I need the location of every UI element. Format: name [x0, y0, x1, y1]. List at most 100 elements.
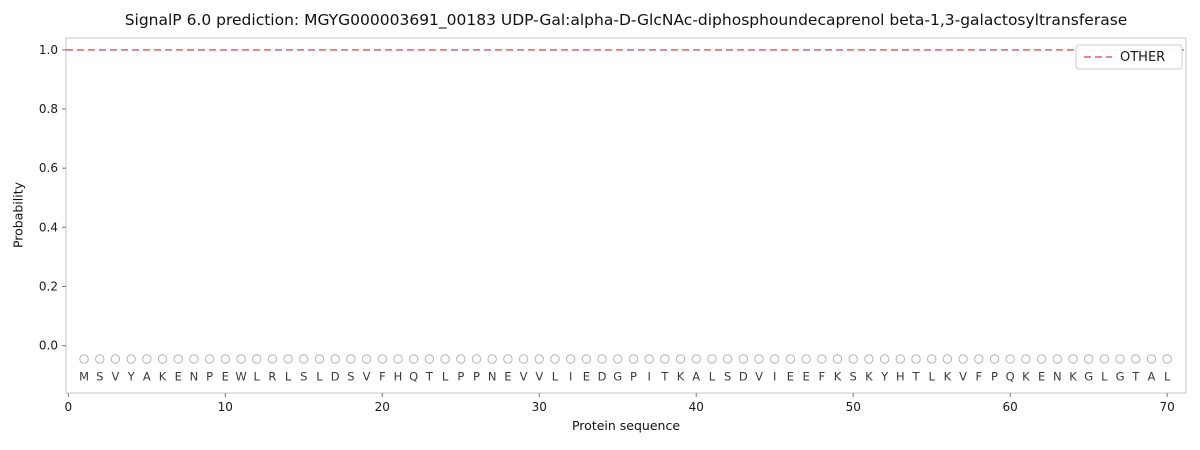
- residue-marker: [189, 354, 199, 364]
- residue-marker: [283, 354, 293, 364]
- residue-letter: A: [143, 370, 151, 384]
- residue-letter: P: [630, 370, 637, 384]
- residue-marker: [393, 354, 403, 364]
- residue-letter: L: [1101, 370, 1108, 384]
- residue-marker: [738, 354, 749, 364]
- residue-marker: [173, 354, 183, 364]
- residue-letter: E: [583, 370, 590, 384]
- residue-marker: [503, 354, 513, 364]
- residue-letter: K: [677, 370, 685, 384]
- x-tick-label: 40: [689, 400, 704, 414]
- residue-letter: K: [944, 370, 952, 384]
- x-tick-label: 20: [375, 400, 390, 414]
- residue-marker: [911, 354, 921, 364]
- residue-letter: L: [709, 370, 716, 384]
- residue-marker: [361, 354, 372, 364]
- residue-letter: N: [190, 370, 199, 384]
- residue-marker: [267, 354, 278, 364]
- residue-letter: L: [316, 370, 323, 384]
- residue-letter: L: [928, 370, 935, 384]
- residue-marker: [236, 354, 246, 364]
- residue-letter: S: [347, 370, 354, 384]
- legend-label: OTHER: [1120, 50, 1165, 65]
- residue-marker: [330, 354, 340, 364]
- residue-marker: [157, 354, 168, 364]
- residue-letter: E: [802, 370, 809, 384]
- y-tick-label: 0.6: [39, 161, 58, 175]
- y-tick-label: 0.0: [39, 339, 58, 353]
- residue-letter: E: [222, 370, 229, 384]
- residue-marker: [613, 354, 623, 364]
- residue-letter: V: [535, 370, 543, 384]
- residue-marker: [597, 354, 607, 364]
- residue-marker: [424, 354, 435, 364]
- residue-letter: I: [773, 370, 776, 384]
- residue-letter: S: [850, 370, 857, 384]
- residue-marker: [817, 354, 827, 364]
- residue-letter: K: [1022, 370, 1030, 384]
- residue-letter: L: [1164, 370, 1171, 384]
- residue-letter: V: [755, 370, 763, 384]
- residue-marker: [832, 354, 843, 364]
- residue-letter: E: [787, 370, 794, 384]
- residue-marker: [1083, 354, 1094, 364]
- residue-letter: P: [473, 370, 480, 384]
- residue-letter: V: [363, 370, 371, 384]
- residue-letter: K: [159, 370, 167, 384]
- residue-marker: [770, 354, 780, 364]
- residue-letter: M: [79, 370, 89, 384]
- y-tick-label: 0.8: [39, 102, 58, 116]
- residue-marker: [1005, 354, 1015, 364]
- residue-marker: [440, 354, 450, 364]
- residue-letter: S: [96, 370, 103, 384]
- residue-marker: [142, 354, 152, 364]
- residue-letter: N: [1053, 370, 1062, 384]
- residue-marker: [675, 354, 686, 364]
- residue-letter: N: [488, 370, 497, 384]
- residue-marker: [252, 354, 262, 364]
- residue-marker: [346, 354, 356, 364]
- residue-letter: E: [1038, 370, 1045, 384]
- x-tick-label: 60: [1003, 400, 1018, 414]
- residue-marker: [1162, 354, 1172, 364]
- residue-marker: [942, 354, 953, 364]
- residue-marker: [95, 354, 105, 364]
- residue-letter: S: [724, 370, 731, 384]
- residue-letter: H: [896, 370, 905, 384]
- residue-marker: [1052, 354, 1062, 364]
- residue-marker: [1068, 354, 1078, 364]
- residue-letter: H: [394, 370, 403, 384]
- residue-letter: R: [268, 370, 276, 384]
- residue-letter: K: [865, 370, 873, 384]
- residue-letter: Y: [880, 370, 889, 384]
- residue-letter: K: [1069, 370, 1077, 384]
- residue-letter: W: [235, 370, 246, 384]
- x-tick-label: 0: [65, 400, 73, 414]
- x-tick-label: 50: [846, 400, 861, 414]
- residue-letter: I: [647, 370, 650, 384]
- legend: OTHER: [1075, 44, 1183, 70]
- residue-letter: E: [504, 370, 511, 384]
- residue-marker: [550, 354, 560, 364]
- residue-marker: [1021, 354, 1031, 364]
- residue-marker: [707, 354, 717, 364]
- residue-marker: [1115, 354, 1125, 364]
- residue-letter: L: [442, 370, 449, 384]
- y-tick-label: 0.2: [39, 280, 58, 294]
- residue-marker: [848, 354, 858, 364]
- residue-letter: T: [425, 370, 434, 384]
- residue-marker: [126, 354, 136, 364]
- residue-marker: [518, 354, 529, 364]
- residue-letter: P: [457, 370, 464, 384]
- residue-marker: [895, 354, 906, 364]
- residue-marker: [456, 354, 466, 364]
- residue-letter: Q: [409, 370, 418, 384]
- residue-letter: K: [834, 370, 842, 384]
- residue-letter: G: [1084, 370, 1093, 384]
- residue-marker: [754, 354, 764, 364]
- residue-letter: F: [379, 370, 386, 384]
- residue-marker: [79, 354, 89, 364]
- residue-marker: [299, 354, 309, 364]
